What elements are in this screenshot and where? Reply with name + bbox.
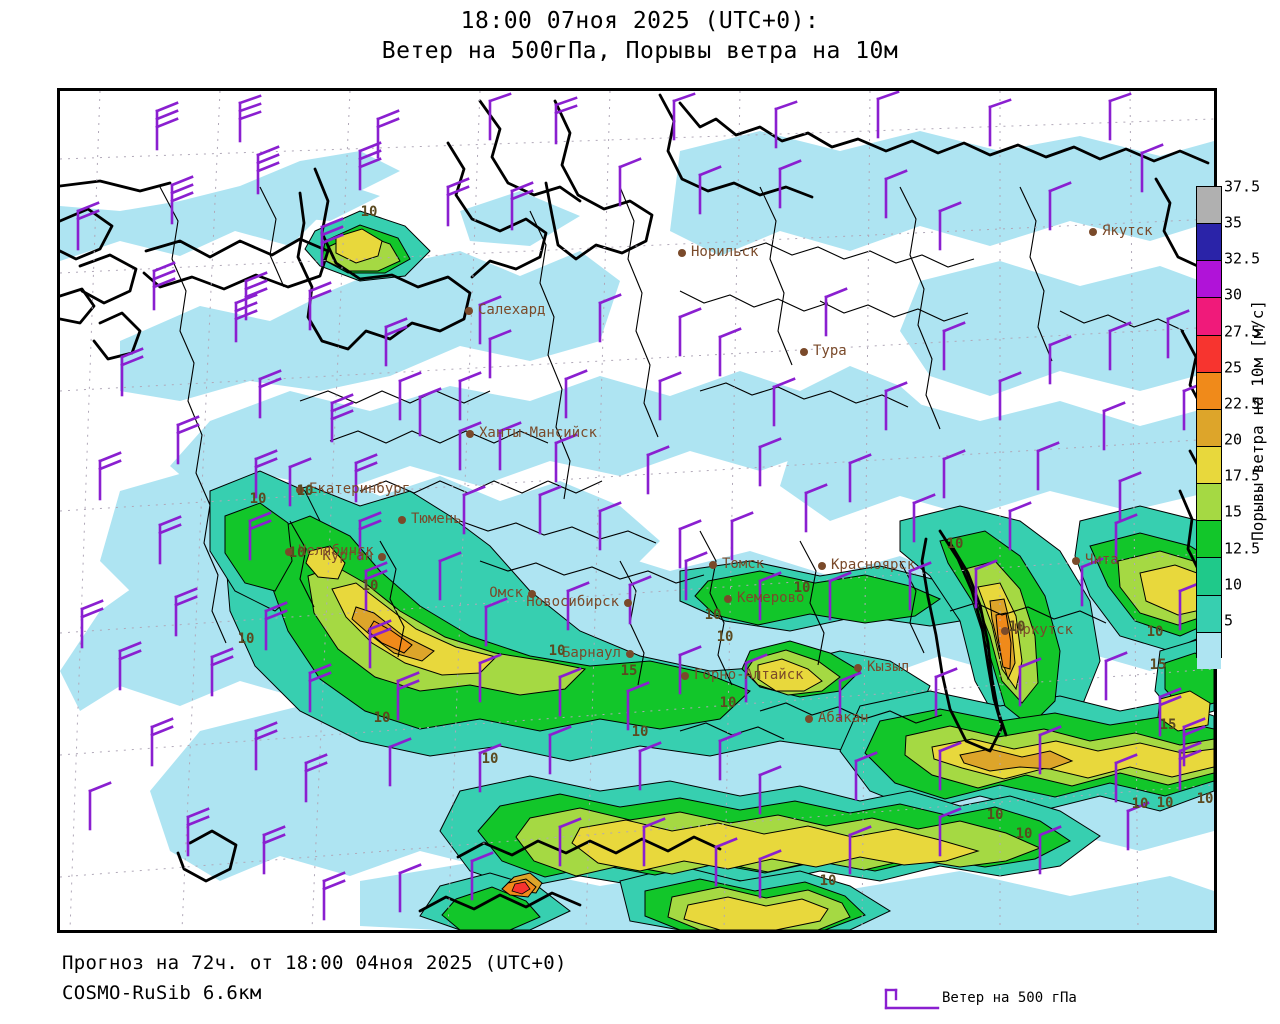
- contour-label: 10: [1196, 791, 1214, 807]
- map-canvas: [60, 91, 1214, 930]
- footer-text-block: Прогноз на 72ч. от 18:00 04ноя 2025 (UTC…: [62, 948, 567, 1008]
- contour-label: 15: [1159, 717, 1177, 733]
- contour-label: 10: [631, 724, 649, 740]
- colorbar-cell: [1197, 558, 1221, 596]
- coastline: [60, 93, 1214, 913]
- wind-barb-legend: Ветер на 500 гПа: [880, 986, 1220, 1014]
- lat-lon-grid: [60, 91, 1214, 930]
- colorbar-tick-label: 17.5: [1224, 466, 1261, 485]
- administrative-borders: [159, 186, 1185, 740]
- title-datetime: 18:00 07ноя 2025 (UTC+0):: [460, 8, 820, 34]
- colorbar-tick-label: 32.5: [1224, 249, 1261, 268]
- contour-label: 10: [986, 807, 1004, 823]
- gust-band-25: [511, 881, 531, 895]
- contour-label: 10: [946, 536, 964, 552]
- contour-label: 10: [1015, 826, 1033, 842]
- contour-label: 10: [1131, 796, 1149, 812]
- colorbar-tick-label: 27.5: [1224, 322, 1261, 341]
- colorbar-cell: [1197, 261, 1221, 299]
- colorbar-tick-label: 22.5: [1224, 394, 1261, 413]
- contour-label: 10: [548, 643, 566, 659]
- contour-label: 10: [237, 631, 255, 647]
- contour-label: 10: [481, 751, 499, 767]
- model-line: COSMO-RuSib 6.6км: [62, 982, 262, 1004]
- title-subject: Ветер на 500гПа, Порывы ветра на 10м: [381, 38, 899, 64]
- colorbar-cell: [1197, 632, 1221, 669]
- page-title: 18:00 07ноя 2025 (UTC+0): Ветер на 500гП…: [0, 6, 1280, 66]
- contour-label: 15: [620, 663, 638, 679]
- colorbar-tick-label: 10: [1224, 575, 1243, 594]
- contour-label: 10: [1156, 795, 1174, 811]
- gust-colorbar[interactable]: 37.5 35 32.5 30 27.5 25 22.5 20 17.5 15 12.5 10 5: [1196, 179, 1260, 669]
- colorbar-tick-label: 30: [1224, 285, 1243, 304]
- contour-label: 10: [716, 629, 734, 645]
- colorbar-tick-label: 15: [1224, 502, 1243, 521]
- contour-label: 10: [361, 578, 379, 594]
- contour-label: 10: [296, 483, 314, 499]
- colorbar-cell: [1197, 335, 1221, 373]
- colorbar-cell: [1197, 372, 1221, 410]
- contour-label: 10: [1008, 619, 1026, 635]
- colorbar-tick-label: 37.5: [1224, 177, 1261, 196]
- colorbar-cell: [1197, 298, 1221, 336]
- colorbar-cell: [1197, 595, 1221, 633]
- contour-label: 10: [288, 545, 306, 561]
- colorbar-tick-label: 12.5: [1224, 539, 1261, 558]
- colorbar-tick-label: 5: [1224, 611, 1234, 630]
- contour-label: 10: [719, 695, 737, 711]
- contour-label: 10: [793, 580, 811, 596]
- colorbar-cell: [1197, 446, 1221, 485]
- contour-label: 10: [373, 710, 391, 726]
- contour-label: 10: [1146, 624, 1164, 640]
- colorbar-tick-label: 25: [1224, 358, 1243, 377]
- colorbar-cell: [1197, 224, 1221, 262]
- colorbar-ticks: 37.5 35 32.5 30 27.5 25 22.5 20 17.5 15 12.5 10 5: [1224, 179, 1280, 658]
- gust-band-17: [305, 228, 1214, 930]
- colorbar-cell: [1197, 521, 1221, 559]
- wind-barb-legend-label: Ветер на 500 гПа: [942, 990, 1077, 1006]
- colorbar-tick-label: 20: [1224, 430, 1243, 449]
- colorbar-cell: [1197, 187, 1221, 225]
- contour-label: 10: [360, 204, 378, 220]
- weather-map[interactable]: Якутск Норильск Салехард Тура Ханты-Манс…: [57, 88, 1217, 933]
- contour-label: 10: [249, 491, 267, 507]
- contour-label: 15: [1149, 657, 1167, 673]
- forecast-line: Прогноз на 72ч. от 18:00 04ноя 2025 (UTC…: [62, 952, 567, 974]
- colorbar-axis-title: Порывы ветра на 10м [м/с]: [1248, 300, 1267, 541]
- wind-barb-legend-icon: [884, 988, 940, 1010]
- contour-label: 10: [704, 607, 722, 623]
- colorbar-tick-label: 35: [1224, 213, 1243, 232]
- colorbar-cell: [1197, 484, 1221, 522]
- colorbar-cell: [1197, 409, 1221, 447]
- colorbar-strip: [1196, 186, 1222, 669]
- contour-label: 10: [819, 873, 837, 889]
- wind-barbs: [76, 91, 1214, 921]
